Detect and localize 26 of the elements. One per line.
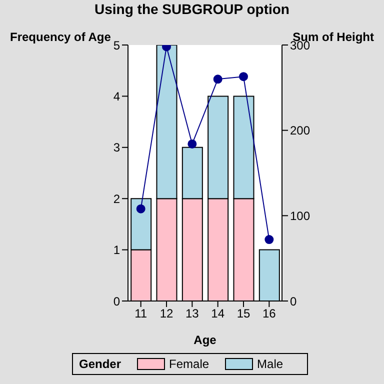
y-tick-label: 2: [113, 192, 120, 206]
y-tick-label: 1: [113, 243, 120, 258]
y-tick-label: 3: [113, 140, 120, 155]
point: [213, 74, 222, 84]
x-tick-label: 12: [160, 306, 174, 321]
x-tick-label: 15: [236, 306, 250, 321]
point: [239, 72, 248, 82]
x-tick-label: 16: [262, 306, 276, 321]
chart-title: Using the SUBGROUP option: [94, 1, 290, 17]
y-tick-label: 5: [113, 38, 120, 52]
x-tick-label: 14: [211, 306, 225, 321]
x-tick-label: 13: [185, 306, 200, 321]
y2-tick-label: 200: [290, 124, 310, 138]
y-tick-label: 4: [113, 89, 120, 104]
point: [136, 204, 146, 214]
x-tick-label: 11: [134, 306, 148, 321]
y2-tick-label: 0: [290, 294, 297, 308]
y2-tick-label: 100: [290, 208, 310, 223]
point: [264, 235, 274, 244]
x-axis-title: Age: [192, 333, 218, 347]
y-tick-label: 0: [113, 294, 120, 308]
legend-label: Male: [257, 357, 284, 371]
y-axis-title: Frequency of Age: [10, 30, 111, 44]
point: [188, 139, 197, 148]
legend-title: Gender: [79, 357, 122, 371]
legend-label: Female: [169, 357, 210, 371]
